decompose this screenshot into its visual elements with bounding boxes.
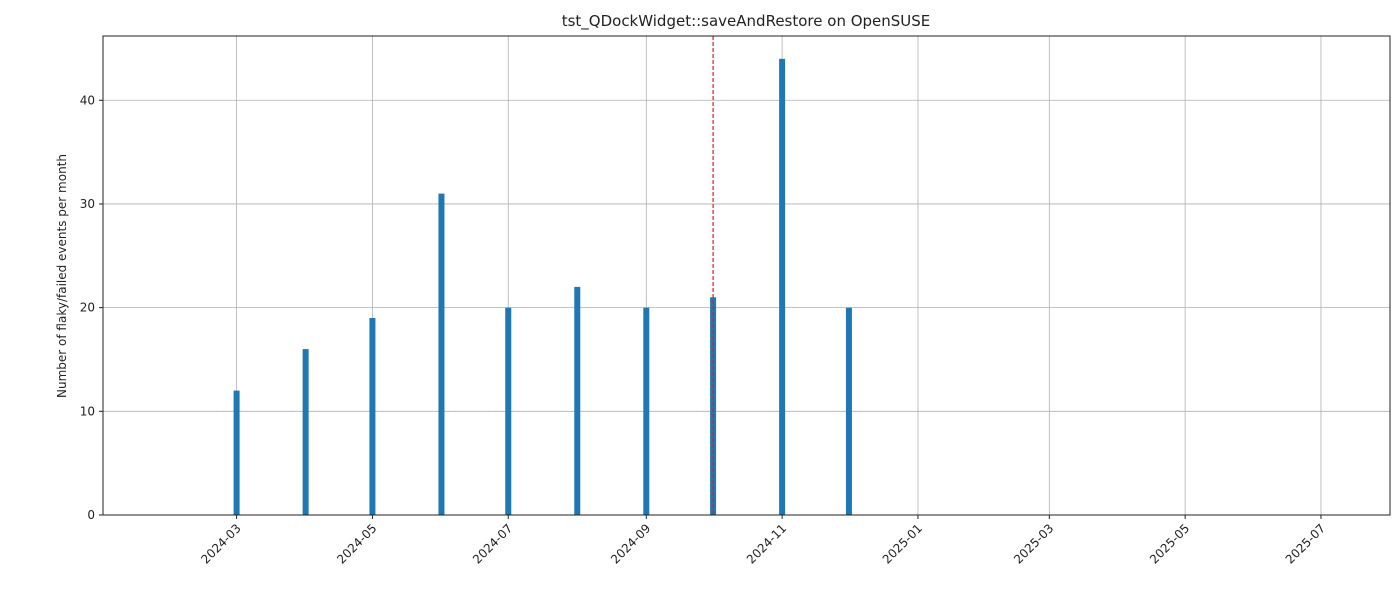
bar	[845, 307, 852, 515]
y-tick-label: 20	[80, 301, 95, 315]
y-tick-label: 0	[87, 508, 95, 522]
bar	[233, 390, 240, 515]
bar	[710, 297, 717, 515]
y-axis-label: Number of flaky/failed events per month	[55, 154, 69, 398]
bar	[574, 286, 581, 515]
x-tick-label: 2025-03	[1011, 521, 1056, 566]
x-tick-label: 2024-03	[198, 521, 243, 566]
plot-frame	[102, 35, 1391, 516]
x-tick-label: 2024-07	[470, 521, 515, 566]
x-tick-label: 2024-05	[334, 521, 379, 566]
y-tick-label: 40	[80, 93, 95, 107]
y-tick-label: 10	[80, 404, 95, 418]
x-tick-label: 2025-01	[880, 521, 925, 566]
bar	[302, 349, 309, 515]
bar	[369, 318, 376, 515]
bar	[643, 307, 650, 515]
x-tick-label: 2025-05	[1147, 521, 1192, 566]
bar	[438, 193, 445, 515]
x-tick-label: 2025-07	[1283, 521, 1328, 566]
chart-title: tst_QDockWidget::saveAndRestore on OpenS…	[562, 12, 931, 31]
x-tick-label: 2024-11	[744, 521, 789, 566]
y-tick-label: 30	[80, 197, 95, 211]
bar	[779, 58, 786, 516]
x-tick-label: 2024-09	[608, 521, 653, 566]
bar	[505, 307, 512, 515]
